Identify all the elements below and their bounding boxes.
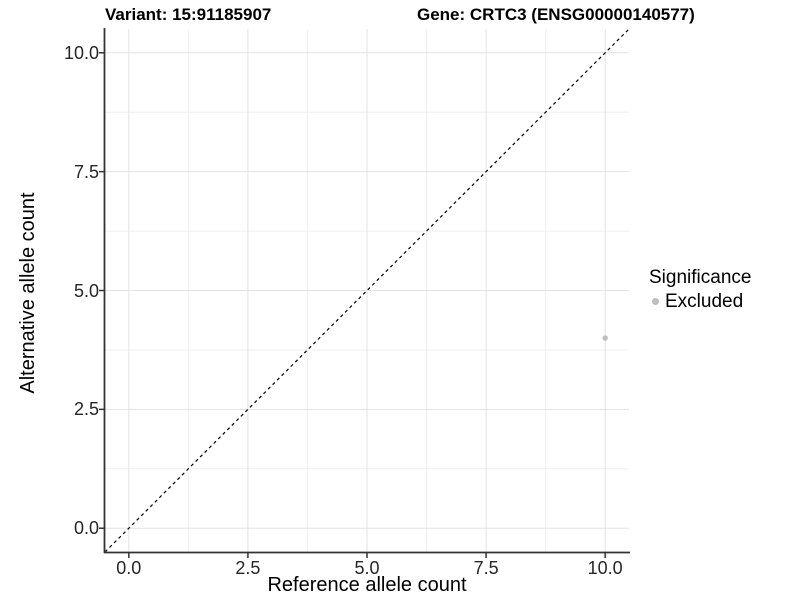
y-tick-label: 10.0 xyxy=(63,42,99,63)
identity-line xyxy=(104,28,630,553)
legend-title: Significance xyxy=(649,267,752,288)
x-tick-label: 0.0 xyxy=(116,558,142,578)
legend-item: Excluded xyxy=(649,290,751,313)
x-tick-label: 5.0 xyxy=(354,558,380,578)
legend-item-label: Excluded xyxy=(665,291,744,312)
gene-title: Gene: CRTC3 (ENSG00000140577) xyxy=(417,5,695,24)
y-tick-label: 5.0 xyxy=(73,280,99,301)
x-tick-label: 10.0 xyxy=(587,558,623,578)
data-point xyxy=(602,335,608,341)
x-tick-label: 7.5 xyxy=(473,558,499,578)
legend: Significance Excluded xyxy=(649,266,751,313)
legend-key-dot-icon xyxy=(652,298,659,305)
y-tick-label: 2.5 xyxy=(73,399,99,420)
variant-title: Variant: 15:91185907 xyxy=(105,5,272,24)
x-axis-title: Reference allele count xyxy=(267,574,467,596)
y-tick-label: 7.5 xyxy=(73,161,99,182)
y-tick-label: 0.0 xyxy=(73,518,99,539)
x-tick-label: 2.5 xyxy=(235,558,261,578)
